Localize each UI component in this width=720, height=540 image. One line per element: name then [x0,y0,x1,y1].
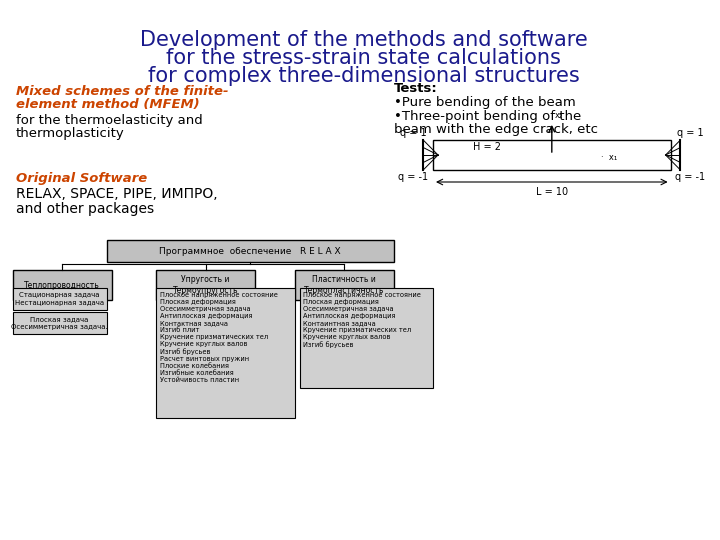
Text: Теплопроводность: Теплопроводность [24,280,100,289]
Text: thermoplasticity: thermoplasticity [16,127,125,140]
Text: Плоское напряженное состояние
Плоская деформация
Осесимметричная задача
Антиплос: Плоское напряженное состояние Плоская де… [160,292,278,383]
FancyBboxPatch shape [300,288,433,388]
FancyBboxPatch shape [156,288,294,418]
Text: Mixed schemes of the finite-: Mixed schemes of the finite- [16,85,228,98]
Text: L = 10: L = 10 [536,187,568,197]
Text: for the thermoelasticity and: for the thermoelasticity and [16,114,202,127]
Text: for complex three-dimensional structures: for complex three-dimensional structures [148,66,580,86]
Text: •Three-point bending of the: •Three-point bending of the [394,110,581,123]
FancyBboxPatch shape [294,270,394,300]
Text: •Pure bending of the beam: •Pure bending of the beam [394,96,575,109]
Bar [433,140,670,170]
FancyBboxPatch shape [156,270,255,300]
Text: q = -1: q = -1 [398,172,428,182]
Text: q = 1: q = 1 [677,128,703,138]
Text: beam with the edge crack, etc: beam with the edge crack, etc [394,123,598,136]
Text: Стационарная задача
Нестационарная задача: Стационарная задача Нестационарная задач… [15,293,104,306]
Text: ·  x₁: · x₁ [601,153,618,163]
Text: Пластичность и
Термопластичность: Пластичность и Термопластичность [304,275,384,295]
FancyBboxPatch shape [13,270,112,300]
Text: Tests:: Tests: [394,82,437,95]
Text: Development of the methods and software: Development of the methods and software [140,30,588,50]
Text: for the stress-strain state calculations: for the stress-strain state calculations [166,48,562,68]
Text: RELAX, SPACE, PIPE, ИМПРО,: RELAX, SPACE, PIPE, ИМПРО, [16,187,217,201]
Text: Упругость и
Термоупругость: Упругость и Термоупругость [173,275,238,295]
Text: Original Software: Original Software [16,172,147,185]
Text: q = 1: q = 1 [400,128,427,138]
Text: Программное  обеспечение   R E L A X: Программное обеспечение R E L A X [159,246,341,255]
FancyBboxPatch shape [13,288,107,310]
FancyBboxPatch shape [13,312,107,334]
Text: Плоское напряженное состояние
Плоская деформация
Осесимметричная задача
Антиплос: Плоское напряженное состояние Плоская де… [304,292,421,348]
Text: q = -1: q = -1 [675,172,706,182]
Text: and other packages: and other packages [16,202,154,216]
Text: Плоская задача
Осесимметричная задача.: Плоская задача Осесимметричная задача. [12,316,108,329]
Text: x₂: x₂ [555,111,563,120]
Text: H = 2: H = 2 [472,142,500,152]
Text: element method (MFEM): element method (MFEM) [16,98,199,111]
FancyBboxPatch shape [107,240,394,262]
